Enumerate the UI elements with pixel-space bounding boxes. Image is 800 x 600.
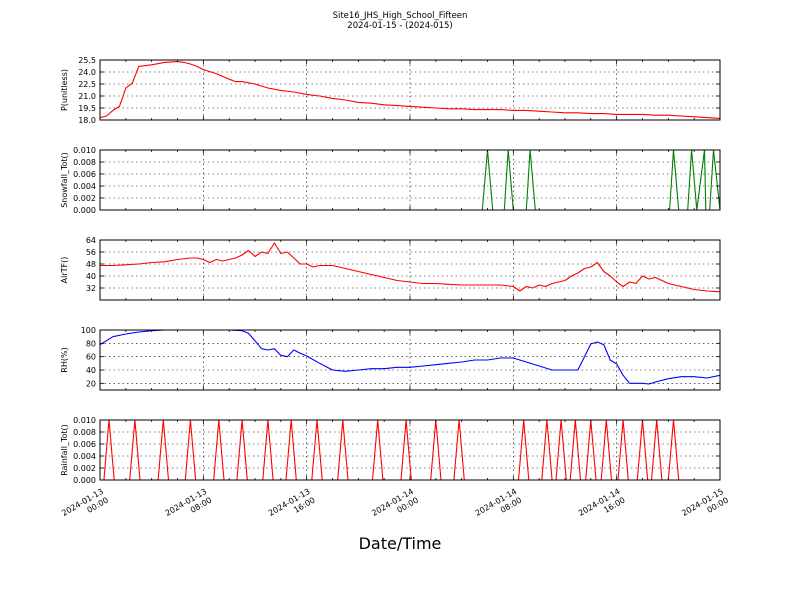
y-tick-label: 25.5: [78, 56, 96, 65]
y-tick-label: 32: [86, 284, 96, 293]
y-tick-label: 40: [86, 272, 96, 281]
y-tick-label: 0.004: [73, 452, 96, 461]
y-tick-label: 0.006: [73, 440, 96, 449]
y-tick-label: 0.010: [73, 146, 96, 155]
y-tick-label: 48: [86, 260, 96, 269]
y-tick-label: 18.0: [78, 116, 96, 125]
series-line-3: [100, 242, 721, 293]
y-tick-label: 0.000: [73, 206, 96, 215]
x-tick-label: 2024-01-1300:00: [60, 487, 110, 527]
y-tick-label: 0.004: [73, 182, 96, 191]
chart-subtitle: 2024-01-15 - (2024-015): [347, 21, 453, 31]
y-tick-label: 40: [86, 366, 96, 375]
y-tick-label: 19.5: [78, 104, 96, 113]
y-tick-label: 0.008: [73, 158, 96, 167]
y-axis-label: Snowfall_Tot(): [60, 152, 69, 208]
y-tick-label: 24.0: [78, 68, 96, 77]
y-tick-label: 22.5: [78, 80, 96, 89]
panel-4: 20 40 60 80 100 RH(%): [60, 326, 721, 391]
y-axis-label: Rainfall_Tot(): [60, 424, 69, 476]
series-line-1: [99, 61, 721, 119]
y-axis-label: P(unitless): [60, 69, 69, 111]
y-tick-label: 80: [86, 339, 96, 348]
x-tick-label: 2024-01-1408:00: [474, 487, 524, 527]
y-tick-label: 0.006: [73, 170, 96, 179]
y-tick-label: 56: [86, 248, 96, 257]
x-tick-label: 2024-01-1416:00: [577, 487, 627, 527]
x-tick-label: 2024-01-1308:00: [164, 487, 214, 527]
y-tick-label: 21.0: [78, 92, 96, 101]
y-tick-label: 100: [81, 326, 96, 335]
y-axis-label: RH(%): [60, 347, 69, 372]
y-tick-label: 0.010: [73, 416, 96, 425]
x-tick-label: 2024-01-1316:00: [267, 487, 317, 527]
panel-2: 0.000 0.002 0.004 0.006 0.008 0.010 Snowfall_T…: [60, 146, 721, 215]
y-tick-label: 0.002: [73, 194, 96, 203]
y-tick-label: 0.002: [73, 464, 96, 473]
y-axis-label: AirTF(): [60, 257, 69, 284]
y-tick-label: 64: [86, 236, 96, 245]
x-tick-label: 2024-01-1500:00: [680, 487, 730, 527]
x-axis-label: Date/Time: [358, 534, 442, 553]
x-tick-label: 2024-01-1400:00: [370, 487, 420, 527]
panel-3: 32 40 48 56 64 AirTF(): [60, 236, 721, 301]
y-tick-label: 0.000: [73, 476, 96, 485]
y-tick-label: 0.008: [73, 428, 96, 437]
panel-1: 18.0 19.5 21.0 22.5 24.0 25.5 P(unitless): [60, 56, 721, 125]
panel-5: 0.000 0.002 0.004 0.006 0.008 0.010 Rainfall_T…: [60, 416, 721, 485]
y-tick-label: 20: [86, 379, 96, 388]
y-tick-label: 60: [86, 353, 96, 362]
chart-title: Site16_JHS_High_School_Fifteen: [332, 11, 468, 21]
